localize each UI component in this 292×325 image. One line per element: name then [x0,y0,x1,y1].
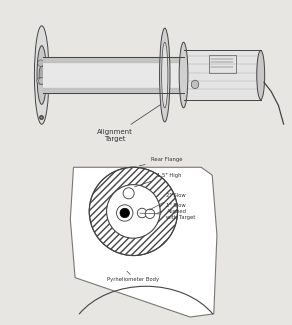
Circle shape [39,78,45,84]
Text: Aligned
with Target: Aligned with Target [140,210,196,220]
Circle shape [38,60,44,66]
Ellipse shape [257,50,265,100]
Ellipse shape [37,46,46,104]
Circle shape [120,208,129,218]
Circle shape [37,78,43,84]
Bar [43,58,184,93]
Text: 1" Slow: 1" Slow [157,203,186,214]
Text: Alignment
Target: Alignment Target [97,105,160,142]
Circle shape [107,185,160,238]
Text: 2" Slow: 2" Slow [149,193,186,210]
Ellipse shape [39,66,44,84]
Ellipse shape [179,42,188,108]
Circle shape [137,208,147,218]
Text: Pyrheliometer Body: Pyrheliometer Body [107,277,159,282]
Circle shape [123,188,134,199]
Text: Rear Flange: Rear Flange [139,157,182,166]
Text: 1.5" High: 1.5" High [134,173,182,187]
Circle shape [191,80,199,89]
Ellipse shape [34,26,49,124]
Circle shape [89,167,178,255]
Bar [208,55,236,73]
Circle shape [145,209,155,218]
Ellipse shape [159,28,170,122]
Polygon shape [70,167,217,317]
Ellipse shape [162,42,168,108]
